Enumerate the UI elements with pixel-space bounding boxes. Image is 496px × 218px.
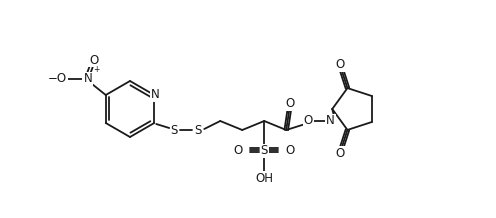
Text: O: O	[286, 143, 295, 157]
Text: O: O	[335, 147, 344, 160]
Text: −O: −O	[48, 73, 67, 85]
Text: N: N	[151, 89, 160, 102]
Text: OH: OH	[255, 172, 273, 184]
Text: O: O	[304, 114, 313, 128]
Text: O: O	[335, 58, 344, 71]
Text: S: S	[260, 145, 268, 157]
Text: O: O	[286, 97, 295, 111]
Text: O: O	[234, 143, 243, 157]
Text: S: S	[194, 124, 202, 136]
Text: O: O	[89, 53, 98, 66]
Text: +: +	[93, 65, 99, 74]
Text: N: N	[83, 73, 92, 85]
Text: S: S	[171, 124, 178, 136]
Text: N: N	[326, 114, 335, 128]
